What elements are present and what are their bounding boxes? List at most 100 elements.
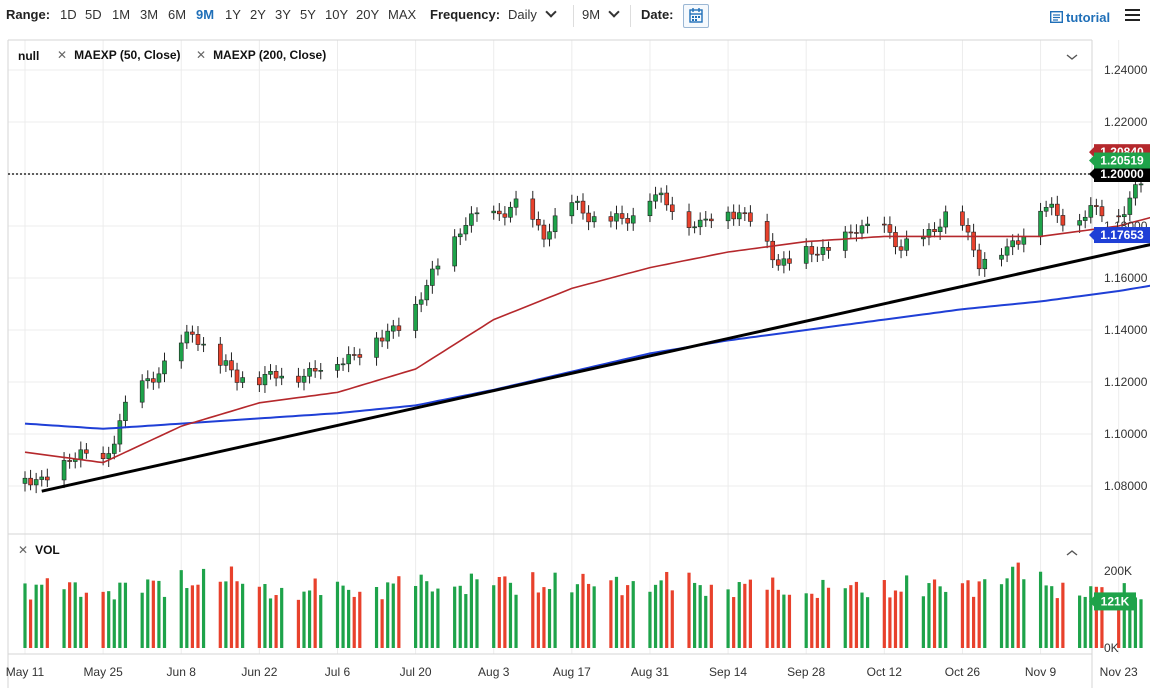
candle-body [190, 331, 195, 335]
candle-body [630, 215, 636, 224]
candle-body [1060, 215, 1066, 226]
volume-bar [112, 599, 116, 648]
volume-bar [497, 576, 501, 648]
tutorial-link[interactable]: tutorial [1049, 10, 1110, 25]
range-button-20y[interactable]: 20Y [356, 7, 380, 22]
level-price-tag-bg [1094, 166, 1150, 182]
candle-body [736, 212, 742, 220]
close-icon[interactable]: ✕ [18, 543, 29, 557]
candle-body [513, 198, 519, 208]
candle-body [569, 202, 575, 217]
period-select[interactable]: 9M [582, 6, 620, 22]
volume-bar [698, 585, 702, 648]
legend-volume[interactable]: ✕ VOL [18, 543, 60, 557]
volume-bar [464, 594, 468, 648]
candle-body [547, 231, 552, 240]
price-chart[interactable]: 1.080001.100001.120001.140001.160001.180… [0, 34, 1150, 688]
candle-body [848, 231, 854, 234]
candle-body [826, 247, 831, 251]
y-tick-label: 1.12000 [1104, 375, 1148, 389]
candle-body [664, 192, 670, 206]
last-price-tag-pointer [1089, 155, 1094, 166]
frequency-select[interactable]: Daily [508, 6, 557, 22]
volume-bar [631, 581, 635, 648]
candle-body [1127, 197, 1133, 215]
candle-body [686, 211, 692, 228]
candle-body [937, 226, 943, 233]
volume-bar [547, 588, 552, 648]
candle-body [151, 378, 156, 383]
legend-ma200[interactable]: ✕ MAEXP (200, Close) [196, 48, 326, 62]
range-button-3m[interactable]: 3M [140, 7, 159, 22]
volume-bar [653, 584, 658, 648]
volume-bar [983, 579, 987, 648]
candle-body [45, 476, 50, 481]
candle-body [1088, 205, 1094, 218]
volume-bar [68, 582, 72, 648]
candle-body [976, 249, 982, 270]
expand-chevron-icon[interactable] [1066, 550, 1078, 556]
collapse-chevron-icon[interactable] [1066, 54, 1078, 60]
close-icon[interactable]: ✕ [196, 48, 207, 62]
candle-body [39, 476, 45, 480]
candle-body [61, 460, 67, 481]
candle-body [742, 212, 748, 215]
volume-bar [670, 590, 674, 648]
volume-bar [726, 589, 730, 648]
range-button-3y[interactable]: 3Y [275, 7, 291, 22]
volume-bar [23, 583, 27, 648]
legend-ma50[interactable]: ✕ MAEXP (50, Close) [57, 48, 181, 62]
volume-bar [146, 579, 150, 648]
range-button-10y[interactable]: 10Y [325, 7, 349, 22]
volume-bar [860, 592, 864, 648]
candle-body [575, 200, 580, 203]
volume-bar [687, 572, 691, 648]
candle-body [893, 232, 898, 248]
legend-volume-label: VOL [35, 543, 60, 557]
candle-body [803, 246, 809, 264]
volume-bar [1061, 582, 1065, 648]
volume-bar [1022, 579, 1026, 648]
candle-body [703, 218, 709, 221]
volume-bar [1016, 562, 1020, 648]
chevron-down-icon [545, 6, 557, 18]
range-button-1m[interactable]: 1M [112, 7, 131, 22]
volume-bar [380, 599, 384, 648]
toolbar: Range: 1D 5D 1M 3M 6M 9M 1Y 2Y 3Y 5Y 10Y 20Y MAX Fre… [0, 0, 1150, 32]
date-label: Date: [641, 7, 674, 22]
volume-bar [218, 581, 222, 648]
period-value: 9M [582, 7, 601, 22]
candle-body [748, 212, 753, 222]
candle-body [396, 325, 402, 331]
volume-bar [469, 573, 473, 648]
range-button-6m[interactable]: 6M [168, 7, 187, 22]
close-icon[interactable]: ✕ [57, 48, 68, 62]
volume-bar [944, 591, 948, 648]
range-button-max[interactable]: MAX [388, 7, 417, 22]
volume-bar [648, 591, 652, 648]
range-button-9m[interactable]: 9M [196, 7, 215, 22]
candle-body [156, 373, 162, 383]
volume-bar [626, 585, 630, 648]
ma200-price-tag-bg [1094, 227, 1150, 244]
candle-body [541, 224, 547, 240]
range-button-5y[interactable]: 5Y [300, 7, 316, 22]
calendar-button[interactable] [683, 4, 709, 28]
menu-icon[interactable] [1125, 9, 1140, 23]
range-button-1y[interactable]: 1Y [225, 7, 241, 22]
range-button-2y[interactable]: 2Y [250, 7, 266, 22]
volume-bar [586, 583, 591, 648]
volume-bar [765, 589, 769, 648]
volume-bar [79, 596, 83, 648]
volume-bar [972, 596, 976, 648]
candle-body [820, 247, 826, 255]
range-button-1d[interactable]: 1D [60, 7, 77, 22]
range-button-5d[interactable]: 5D [85, 7, 102, 22]
volume-bar [162, 596, 167, 648]
candle-body [390, 325, 396, 332]
y-tick-label: 1.16000 [1104, 271, 1148, 285]
volume-bar [570, 592, 574, 648]
last-price-tag: 1.20519 [1100, 154, 1144, 168]
candle-body [469, 213, 474, 226]
candle-body [184, 331, 190, 344]
